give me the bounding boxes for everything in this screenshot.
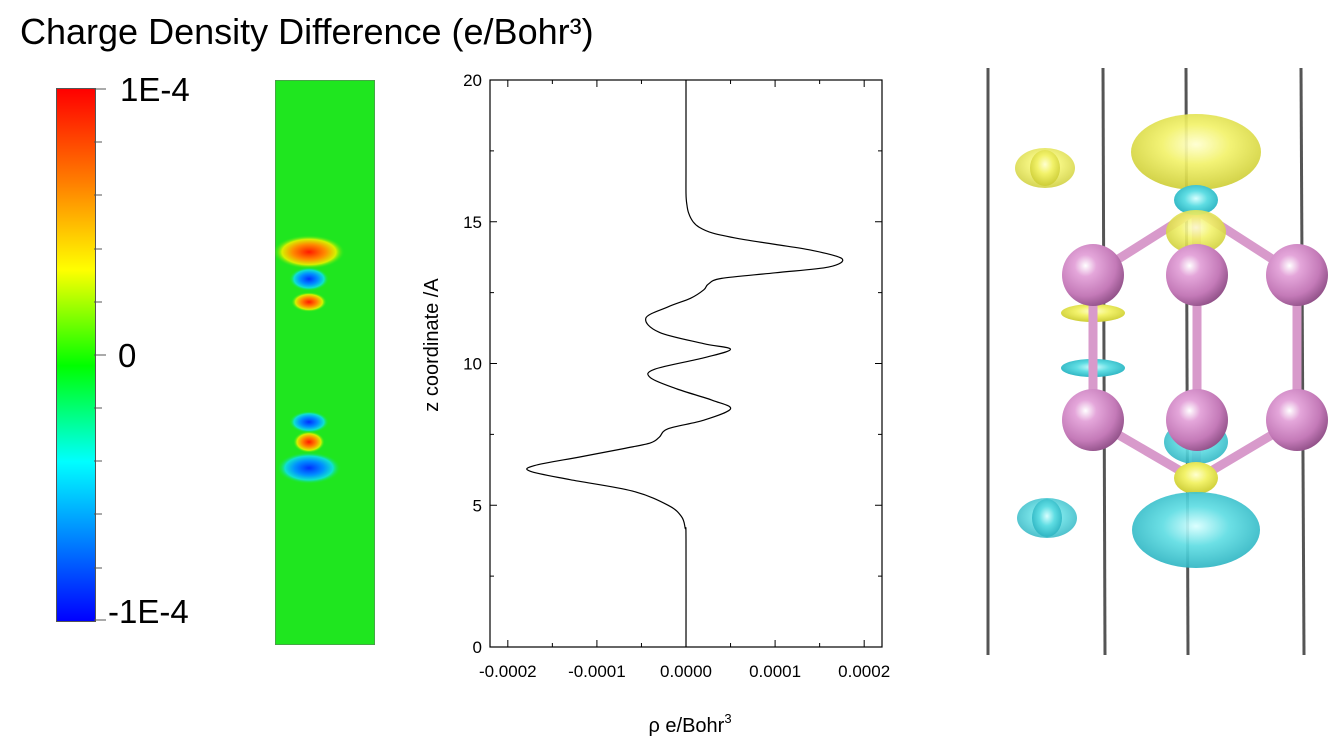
atom — [1266, 389, 1328, 451]
colorbar-zero-label: 0 — [118, 337, 137, 374]
x-tick-label: -0.0001 — [568, 662, 626, 681]
colorbar-max-label: 1E-4 — [120, 71, 190, 108]
x-axis-label: ρ e/Bohr3 — [648, 711, 731, 737]
colorbar-ticks — [94, 88, 106, 621]
atoms — [1062, 244, 1328, 451]
profile-chart: 0 5 10 15 20 -0.0002 -0.0001 0.0000 0.0001 0.0002… — [421, 71, 890, 737]
atom — [1266, 244, 1328, 306]
x-axis-label-superscript: 3 — [724, 711, 731, 726]
positive-lobe — [1166, 210, 1226, 254]
chart-series — [526, 79, 844, 648]
atom — [1062, 389, 1124, 451]
x-axis-label-text: ρ e/Bohr — [648, 715, 724, 737]
atom — [1166, 244, 1228, 306]
y-tick-label: 10 — [463, 355, 482, 374]
figure-title: Charge Density Difference (e/Bohr³) — [20, 11, 594, 52]
x-tick-label: 0.0000 — [660, 662, 712, 681]
negative-lobe — [1132, 492, 1260, 568]
positive-lobe — [1131, 114, 1261, 190]
y-tick-label: 5 — [473, 496, 482, 515]
atom — [1062, 244, 1124, 306]
positive-lobe — [1174, 462, 1218, 494]
y-axis-label: z coordinate /A — [421, 278, 443, 412]
x-tick-label: 0.0002 — [838, 662, 890, 681]
atom — [1166, 389, 1228, 451]
series-line — [526, 79, 844, 648]
x-tick-label: -0.0002 — [479, 662, 537, 681]
negative-lobe — [1174, 185, 1218, 215]
y-tick-label: 20 — [463, 71, 482, 90]
x-tick-label: 0.0001 — [749, 662, 801, 681]
charge-density-slice — [275, 80, 375, 645]
y-tick-label: 15 — [463, 213, 482, 232]
chart-ticks: 0 5 10 15 20 -0.0002 -0.0001 0.0000 0.0001 0.0002 — [463, 71, 890, 681]
y-tick-label: 0 — [473, 638, 482, 657]
colorbar — [56, 88, 96, 622]
isosurface-structure — [986, 67, 1328, 656]
colorbar-min-label: -1E-4 — [108, 593, 189, 630]
